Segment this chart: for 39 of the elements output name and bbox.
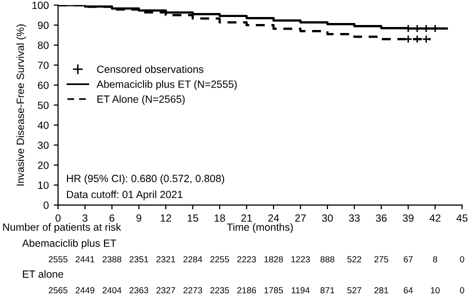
x-tick-label: 3: [82, 214, 88, 222]
annotation: Data cutoff: 01 April 2021: [66, 190, 182, 200]
text: ET alone: [22, 270, 64, 278]
y-tick-label: 70: [38, 62, 49, 69]
annotation: HR (95% CI): 0.680 (0.572, 0.808): [66, 174, 224, 184]
y-tick-label: 50: [38, 102, 49, 109]
text: 2555 2441 2388 2351 2321 2284 2255 2223 1828 1223 888 522 275 67 8 0: [48, 256, 464, 262]
x-tick-label: 36: [376, 214, 387, 222]
y-tick-label: 80: [38, 42, 49, 49]
x-tick-label: 33: [348, 214, 360, 222]
y-tick-label: 60: [38, 82, 49, 89]
x-tick-label: 27: [295, 214, 306, 222]
y-tick-label: 20: [38, 162, 49, 169]
x-axis-title: Time (months): [226, 223, 293, 233]
legend-label: ET Alone (N=2565): [97, 95, 185, 105]
x-tick-label: 30: [322, 214, 333, 222]
legend-label: Abemaciclib plus ET (N=2555): [96, 80, 237, 90]
x-tick-label: 12: [160, 214, 172, 222]
x-tick-label: 6: [110, 214, 114, 222]
text: 2565 2449 2404 2363 2327 2273 2235 2186 1785 1194 871 527 281 64 10 0: [48, 287, 464, 294]
y-tick-label: 100: [32, 2, 49, 10]
y-tick-label: 10: [38, 182, 49, 189]
x-tick-label: 39: [402, 214, 414, 222]
legend-label: Censored observations: [97, 65, 204, 73]
text: Abemaciclib plus ET: [22, 239, 116, 249]
text: Number of patients at risk: [3, 223, 122, 233]
y-tick-label: 40: [38, 122, 49, 129]
x-tick-label: 21: [241, 214, 252, 222]
x-tick-label: 18: [214, 214, 226, 222]
y-tick-label: 0: [44, 202, 49, 209]
x-tick-label: 0: [56, 214, 61, 222]
y-axis-title: Invasive Disease-Free Survival (%): [16, 24, 26, 186]
y-tick-label: 90: [38, 22, 49, 30]
x-tick-label: 15: [188, 214, 198, 222]
x-tick-label: 9: [136, 214, 142, 222]
x-tick-label: 42: [430, 214, 440, 222]
x-tick-label: 45: [456, 214, 468, 222]
y-tick-label: 30: [38, 142, 49, 149]
x-tick-label: 24: [268, 214, 280, 222]
